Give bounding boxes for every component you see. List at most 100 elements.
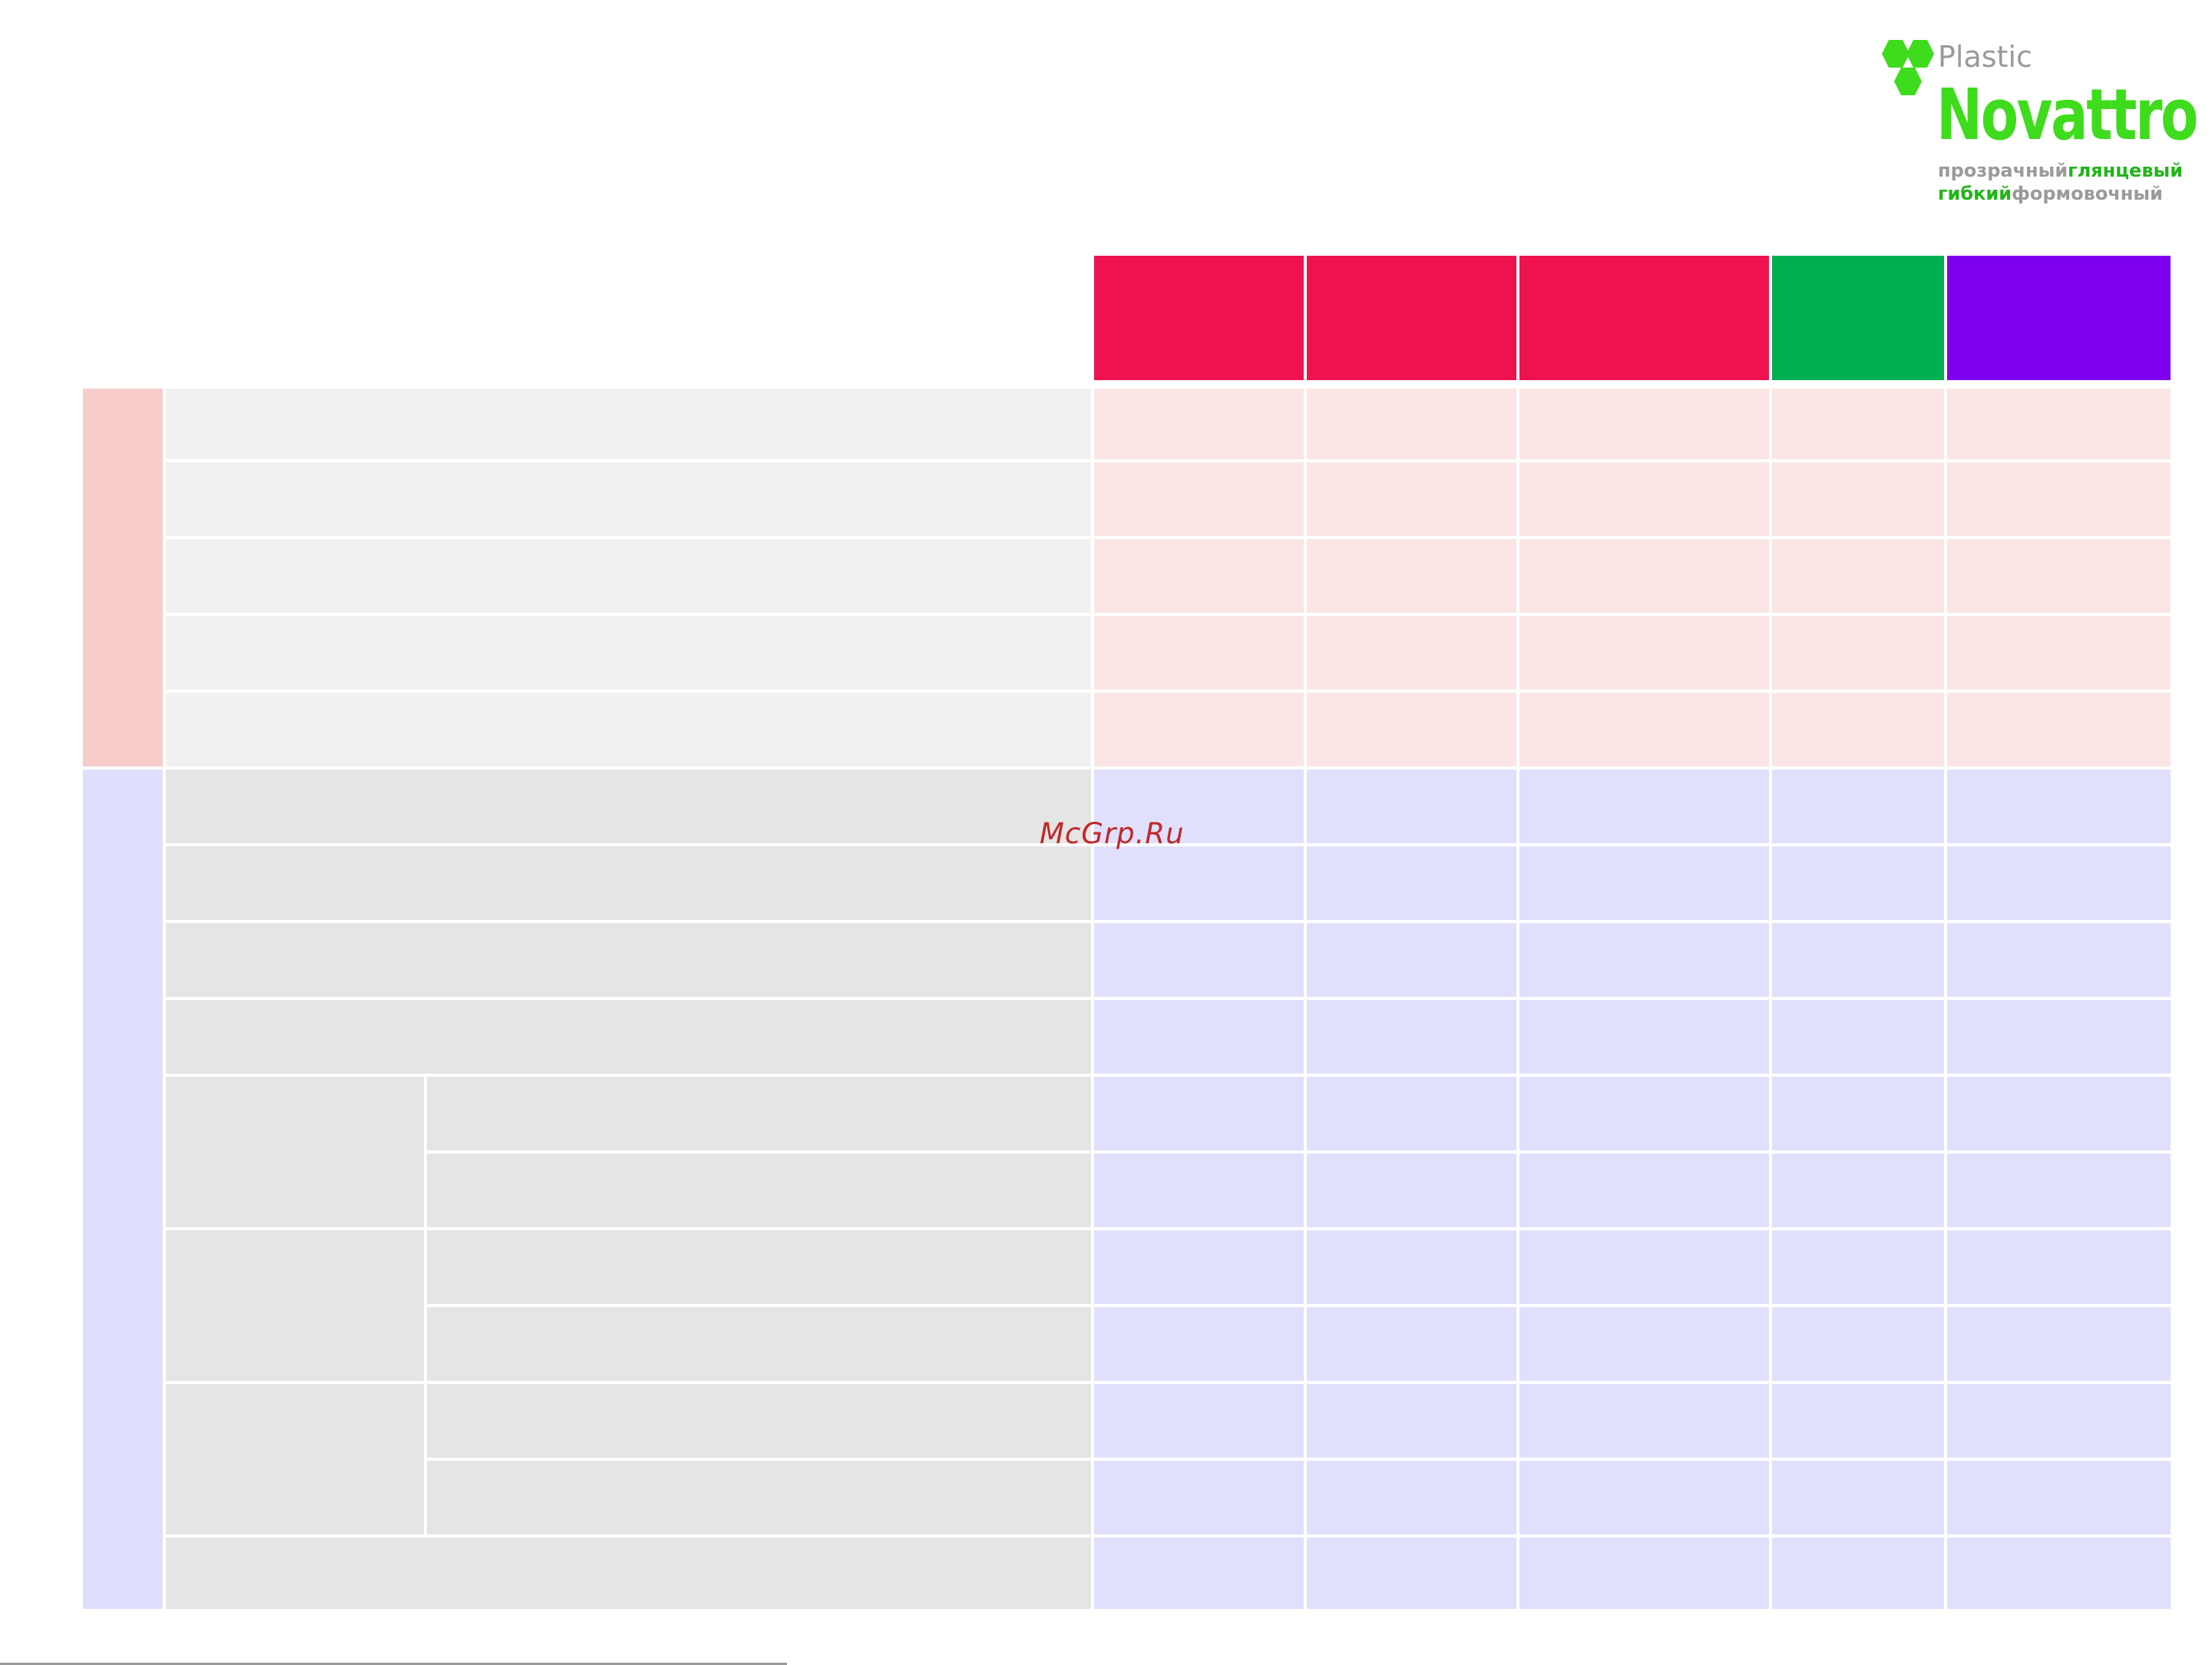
table-cell (1947, 1307, 2171, 1381)
table-cell (1307, 1077, 1516, 1150)
table-cell (1947, 1230, 2171, 1304)
hexagon-logo-icon (1882, 40, 1934, 95)
table-cell (1772, 1538, 1944, 1609)
table-cell (1094, 389, 1304, 459)
table-cell (1094, 1461, 1304, 1534)
table-cell (1307, 1230, 1516, 1304)
table-cell (1947, 846, 2171, 920)
group-band-b (83, 770, 163, 1609)
table-cell (1094, 1000, 1304, 1074)
table-cell (1307, 1461, 1516, 1534)
table-cell (1772, 1461, 1944, 1534)
row-label (166, 539, 1091, 613)
watermark: McGrp.Ru (1040, 817, 1185, 850)
table-cell (1947, 693, 2171, 766)
table-cell (1307, 1538, 1516, 1609)
table-cell (1094, 1230, 1304, 1304)
header-column-2 (1307, 256, 1516, 380)
row-label (166, 462, 1091, 536)
table-cell (1094, 1384, 1304, 1458)
logo-tagline-2: гибкийформовочный (1938, 183, 2163, 204)
table-cell (1519, 923, 1769, 997)
table-cell (1772, 1077, 1944, 1150)
table-cell (1772, 1307, 1944, 1381)
table-cell (1947, 389, 2171, 459)
table-cell (1094, 923, 1304, 997)
table-cell (1772, 1000, 1944, 1074)
logo-brand-name: Novattro (1936, 74, 2198, 156)
table-cell (1519, 616, 1769, 690)
row-label (427, 1461, 1091, 1534)
table-cell (1947, 616, 2171, 690)
table-cell (1772, 846, 1944, 920)
table-cell (1772, 1154, 1944, 1227)
table-cell (1307, 616, 1516, 690)
table-cell (1947, 1461, 2171, 1534)
table-cell (1519, 846, 1769, 920)
table-cell (1307, 770, 1516, 843)
logo-plastic-text: Plastic (1938, 40, 2032, 74)
table-cell (1519, 1154, 1769, 1227)
table-cell (1519, 693, 1769, 766)
table-cell (1772, 539, 1944, 613)
novattro-logo: Plastic Novattro прозрачныйглянцевый гиб… (1873, 34, 2198, 210)
row-label (166, 616, 1091, 690)
table-cell (1519, 1384, 1769, 1458)
table-cell (1947, 1538, 2171, 1609)
table-cell (1947, 539, 2171, 613)
row-sublabel (166, 1384, 424, 1534)
table-cell (1772, 923, 1944, 997)
tag-moulding: формовочный (2012, 183, 2163, 204)
table-cell (1772, 462, 1944, 536)
table-cell (1307, 539, 1516, 613)
table-cell (1772, 1384, 1944, 1458)
logo-tagline-1: прозрачныйглянцевый (1938, 160, 2183, 181)
table-cell (1094, 1154, 1304, 1227)
header-column-1 (1094, 256, 1304, 380)
table-cell (1519, 1077, 1769, 1150)
table-cell (1947, 1154, 2171, 1227)
row-label (166, 389, 1091, 459)
table-cell (1947, 1077, 2171, 1150)
row-label (166, 846, 1091, 920)
table-cell (1094, 770, 1304, 843)
table-cell (1772, 693, 1944, 766)
table-cell (1947, 770, 2171, 843)
table-cell (1772, 1230, 1944, 1304)
table-cell (1094, 616, 1304, 690)
table-cell (1094, 462, 1304, 536)
header-column-4 (1772, 256, 1944, 380)
table-cell (1094, 693, 1304, 766)
table-cell (1519, 389, 1769, 459)
table-cell (1307, 389, 1516, 459)
table-cell (1094, 1307, 1304, 1381)
table-cell (1307, 693, 1516, 766)
table-cell (1947, 923, 2171, 997)
row-label (427, 1384, 1091, 1458)
table-cell (1947, 1384, 2171, 1458)
table-cell (1094, 846, 1304, 920)
table-cell (1947, 1000, 2171, 1074)
row-label (166, 693, 1091, 766)
tag-glossy: глянцевый (2068, 160, 2184, 181)
row-label (166, 770, 1091, 843)
table-cell (1307, 1307, 1516, 1381)
table-cell (1519, 1230, 1769, 1304)
table-cell (1519, 770, 1769, 843)
row-label (427, 1230, 1091, 1304)
table-cell (1519, 1461, 1769, 1534)
table-cell (1307, 1000, 1516, 1074)
table-cell (1307, 923, 1516, 997)
row-label (427, 1307, 1091, 1381)
table-cell (1307, 1154, 1516, 1227)
row-label (427, 1154, 1091, 1227)
table-cell (1772, 389, 1944, 459)
header-column-5 (1947, 256, 2171, 380)
table-cell (1519, 1000, 1769, 1074)
row-label (166, 1000, 1091, 1074)
table-cell (1307, 1384, 1516, 1458)
row-label (166, 1538, 1091, 1609)
row-label (166, 923, 1091, 997)
table-cell (1094, 1077, 1304, 1150)
table-cell (1772, 770, 1944, 843)
